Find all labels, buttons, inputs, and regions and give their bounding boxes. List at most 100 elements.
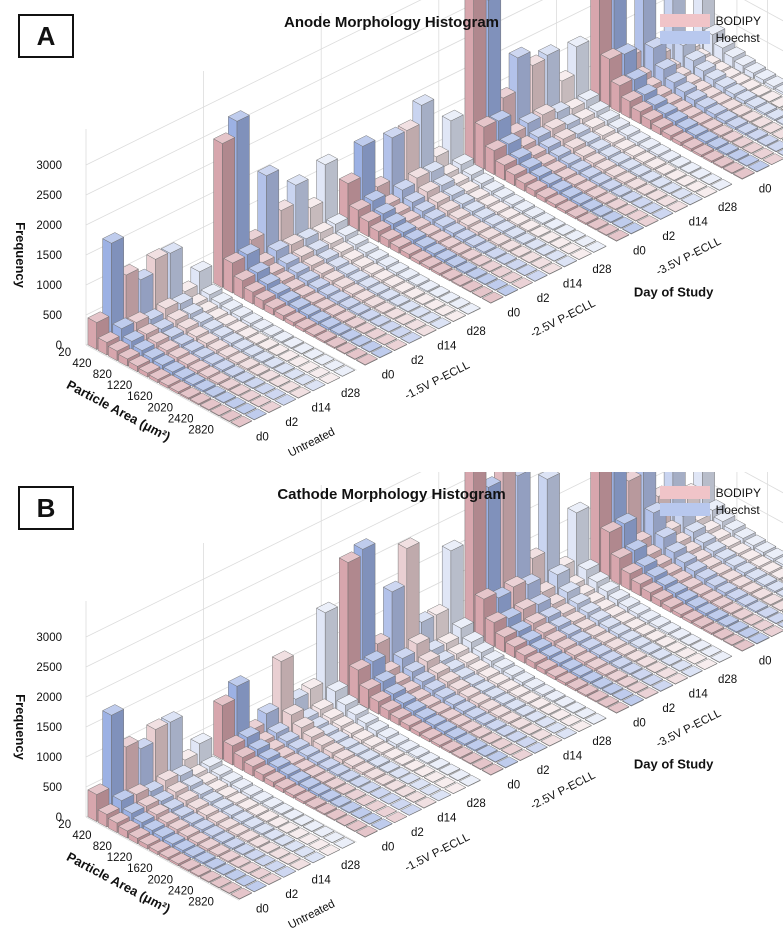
- cathode-histogram-chart: 0 500 1000 1500 2000 2500 3000 Frequency 2042082…: [13, 472, 783, 932]
- bar-bodipy-4-d2-14: [762, 153, 783, 166]
- bar-hoechst-3-d2-9: [600, 178, 623, 193]
- bar-hoechst-4-d2-13: [767, 140, 783, 153]
- x-tick-label: 20: [58, 819, 71, 831]
- legend-item-bodipy: BODIPY: [659, 12, 761, 29]
- bar-bodipy-4-d0-10: [692, 143, 715, 158]
- day-tick-label: d28: [718, 202, 737, 214]
- bar-hoechst-2-d14-11: [524, 710, 547, 723]
- legend-label-hoechst: Hoechst: [715, 30, 760, 45]
- bar-bodipy-0-d28-13: [308, 366, 331, 379]
- bar-bodipy-1-d28-12: [423, 298, 446, 311]
- bar-hoechst-1-d28-10: [418, 280, 440, 293]
- bar-hoechst-1-d0-14: [370, 346, 393, 359]
- bar-hoechst-3-d0-11: [591, 204, 614, 218]
- bar-bodipy-2-d2-12: [490, 265, 513, 278]
- bar-bodipy-0-d0-11: [199, 870, 222, 883]
- day-tick-label: d0: [759, 184, 772, 196]
- bar-hoechst-3-d28-10: [669, 627, 692, 641]
- bar-bodipy-3-d2-12: [616, 675, 639, 688]
- bar-hoechst-3-d14-12: [660, 182, 683, 195]
- bar-bodipy-1-d2-12: [365, 800, 387, 812]
- z-tick-label: 500: [43, 310, 62, 322]
- bar-bodipy-2-d2-10: [470, 726, 493, 739]
- bar-bodipy-0-d14-8: [228, 823, 250, 838]
- bar-hoechst-0-d14-10: [263, 356, 285, 370]
- bar-hoechst-2-d28-7: [513, 200, 535, 214]
- bar-bodipy-0-d2-12: [239, 389, 262, 402]
- bar-hoechst-0-d14-8: [242, 816, 265, 830]
- day-tick-label: d14: [563, 751, 583, 763]
- z-tick-label: 2500: [36, 190, 62, 202]
- legend-item-hoechst: Hoechst: [659, 501, 761, 518]
- bar-hoechst-2-d0-14: [496, 756, 519, 769]
- panel-anode: 0 500 1000 1500 2000 2500 3000 Frequency 20 420 82…: [13, 0, 783, 460]
- bar-hoechst-1-d14-7: [358, 749, 380, 763]
- bar-hoechst-0-d0-14: [245, 408, 267, 421]
- bar-hoechst-3-d14-10: [640, 642, 662, 656]
- bar-bodipy-0-d14-8: [228, 351, 250, 366]
- bar-hoechst-0-d2-12: [254, 382, 276, 395]
- bar-bodipy-2-d14-9: [489, 233, 512, 247]
- day-tick-label: d0: [382, 842, 395, 854]
- bar-hoechst-2-d14-10: [514, 704, 537, 718]
- bar-bodipy-1-d0-14: [356, 353, 378, 366]
- z-axis-title: Frequency: [13, 694, 28, 761]
- bar-hoechst-0-d14-7: [232, 810, 255, 825]
- bar-bodipy-3-d0-12: [587, 690, 609, 703]
- day-tick-label: d28: [592, 264, 611, 276]
- bar-bodipy-3-d14-10: [625, 649, 648, 663]
- bar-hoechst-4-d2-4: [675, 551, 697, 575]
- bar-hoechst-1-d2-12: [379, 792, 402, 805]
- bar-bodipy-2-d2-12: [490, 737, 513, 750]
- bar-hoechst-1-d28-13: [448, 769, 471, 782]
- bar-bodipy-2-d2-14: [511, 277, 533, 290]
- bar-hoechst-3-d2-7: [580, 637, 602, 653]
- bar-bodipy-0-d28-7: [247, 332, 269, 346]
- day-tick-label: d2: [662, 231, 675, 243]
- chart-bars: [87, 472, 783, 900]
- bar-hoechst-4-d14-10: [765, 108, 783, 122]
- bar-hoechst-2-d2-14: [525, 741, 548, 754]
- bar-hoechst-3-d2-9: [600, 650, 623, 665]
- bar-bodipy-2-d0-6: [400, 243, 422, 260]
- bar-bodipy-4-d0-14: [733, 167, 755, 180]
- bar-bodipy-0-d14-9: [238, 829, 260, 843]
- panel-letter-a: A: [18, 14, 74, 58]
- z-tick-label: 0: [56, 812, 62, 824]
- bar-hoechst-1-d14-10: [388, 294, 411, 308]
- bar-bodipy-2-d0-12: [461, 752, 484, 765]
- bar-hoechst-3-d0-13: [611, 216, 634, 229]
- bar-bodipy-2-d14-14: [540, 262, 563, 275]
- bar-bodipy-4-d2-13: [752, 619, 775, 632]
- bar-hoechst-3-d28-11: [679, 633, 702, 647]
- bar-hoechst-3-d28-8: [649, 615, 671, 630]
- bar-bodipy-2-d2-11: [480, 260, 503, 273]
- bar-bodipy-4-d0-13: [722, 161, 745, 175]
- bar-hoechst-0-d0-9: [194, 851, 216, 865]
- bar-hoechst-1-d28-11: [428, 757, 451, 771]
- z-tick-label: 1500: [36, 250, 62, 262]
- bar-hoechst-1-d0-10: [330, 795, 352, 809]
- bar-hoechst-0-d14-12: [283, 840, 306, 853]
- bar-bodipy-0-d2-8: [198, 365, 221, 380]
- bar-bodipy-4-d2-13: [752, 147, 775, 160]
- bar-hoechst-2-d2-8: [464, 706, 487, 721]
- bar-bodipy-3-d28-9: [644, 629, 667, 643]
- bar-bodipy-3-d2-10: [596, 192, 618, 205]
- bar-hoechst-4-d0-12: [727, 148, 750, 162]
- bar-bodipy-1-d2-8: [324, 777, 346, 790]
- bar-hoechst-1-d14-8: [368, 755, 391, 768]
- bar-bodipy-0-d0-8: [169, 852, 191, 867]
- bar-hoechst-1-d2-6: [318, 757, 341, 772]
- bar-hoechst-4-d14-11: [776, 117, 783, 126]
- bar-hoechst-0-d0-14: [245, 880, 267, 893]
- legend-swatch-bodipy: [659, 486, 710, 499]
- day-tick-label: d14: [312, 875, 332, 887]
- bar-bodipy-1-d14-9: [363, 767, 386, 781]
- day-tick-label: d28: [341, 860, 360, 872]
- bar-bodipy-1-d28-14: [444, 782, 466, 795]
- bar-hoechst-2-d28-14: [584, 712, 607, 725]
- bar-hoechst-2-d14-9: [504, 698, 526, 712]
- bar-bodipy-4-d28-8: [760, 561, 782, 575]
- day-tick-label: d14: [689, 217, 709, 229]
